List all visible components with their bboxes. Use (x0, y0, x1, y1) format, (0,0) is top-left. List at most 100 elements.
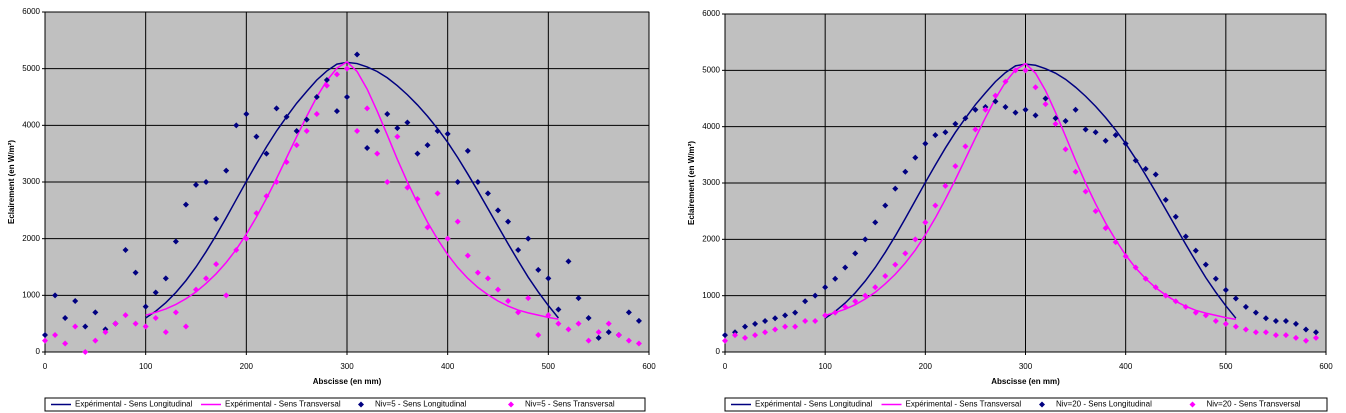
marker (283, 159, 290, 166)
x-axis-title: Abscisse (en mm) (991, 377, 1060, 386)
marker (323, 82, 330, 89)
marker (505, 218, 512, 225)
marker (1012, 109, 1019, 116)
marker (92, 309, 99, 316)
marker (1302, 326, 1309, 333)
marker (862, 236, 869, 243)
marker (792, 323, 799, 330)
marker (595, 329, 602, 336)
marker (862, 292, 869, 299)
marker (1122, 140, 1129, 147)
marker (1202, 261, 1209, 268)
marker (772, 326, 779, 333)
marker (625, 309, 632, 316)
y-axis-title: Eclairement (en W/m²) (687, 141, 696, 225)
marker (223, 167, 230, 174)
marker (1242, 303, 1249, 310)
marker (62, 340, 69, 347)
marker (535, 266, 542, 273)
marker (1152, 284, 1159, 291)
marker (1172, 213, 1179, 220)
legend-symbol (358, 401, 364, 408)
marker (1192, 309, 1199, 316)
x-tick-label: 600 (642, 362, 656, 371)
marker (635, 340, 642, 347)
marker (585, 337, 592, 344)
marker (832, 275, 839, 282)
marker (474, 179, 481, 185)
marker (1272, 318, 1279, 325)
x-tick-label: 400 (1119, 362, 1133, 371)
marker (495, 207, 501, 214)
marker (1062, 118, 1069, 125)
marker (1062, 146, 1069, 153)
y-tick-label: 0 (716, 347, 721, 356)
marker (882, 272, 889, 279)
marker (203, 179, 210, 185)
x-tick-label: 0 (43, 362, 48, 371)
marker (802, 318, 809, 325)
marker (374, 128, 381, 134)
marker (354, 128, 361, 134)
marker (555, 320, 562, 327)
x-tick-label: 400 (441, 362, 455, 371)
marker (152, 289, 159, 296)
marker (444, 130, 451, 137)
marker (193, 181, 199, 188)
marker (1112, 132, 1119, 139)
marker (525, 295, 532, 302)
marker (1252, 309, 1259, 316)
marker (932, 202, 939, 209)
marker (434, 190, 441, 197)
marker (982, 106, 989, 113)
marker (605, 320, 612, 327)
x-tick-label: 300 (340, 362, 354, 371)
legend-symbol (1039, 401, 1045, 408)
marker (454, 218, 461, 225)
marker (1052, 120, 1059, 127)
marker (454, 179, 461, 185)
marker (263, 150, 270, 157)
marker (132, 269, 139, 276)
legend-label: Niv=20 - Sens Longitudinal (1056, 400, 1152, 409)
marker (273, 105, 280, 112)
y-tick-label: 3000 (22, 177, 40, 186)
marker (112, 320, 119, 327)
marker (992, 98, 999, 105)
marker (752, 320, 759, 327)
x-tick-label: 0 (723, 362, 728, 371)
marker (72, 323, 79, 330)
marker (62, 315, 69, 321)
marker (1112, 239, 1119, 246)
marker (374, 150, 381, 157)
marker (902, 168, 909, 175)
marker (822, 312, 829, 319)
marker (1002, 103, 1009, 110)
marker (742, 334, 749, 341)
marker (424, 142, 431, 149)
marker (1222, 320, 1229, 327)
marker (1162, 196, 1169, 203)
legend-symbol (1189, 401, 1196, 408)
marker (1122, 253, 1129, 260)
legend-label: Expérimental - Sens Transversal (906, 400, 1022, 409)
marker (273, 179, 280, 185)
y-tick-label: 6000 (702, 9, 720, 18)
marker (1142, 165, 1149, 172)
marker (962, 115, 969, 122)
marker (545, 275, 552, 282)
marker (213, 261, 220, 268)
y-tick-label: 2000 (702, 234, 720, 243)
marker (1042, 95, 1049, 102)
x-tick-label: 100 (139, 362, 153, 371)
marker (1092, 129, 1099, 136)
marker (872, 284, 879, 291)
marker (882, 202, 889, 209)
marker (1302, 337, 1309, 344)
marker (782, 312, 789, 319)
marker (243, 111, 250, 117)
marker (283, 113, 290, 120)
marker (82, 349, 89, 355)
legend-label: Expérimental - Sens Transversal (225, 400, 341, 409)
marker (52, 292, 59, 299)
